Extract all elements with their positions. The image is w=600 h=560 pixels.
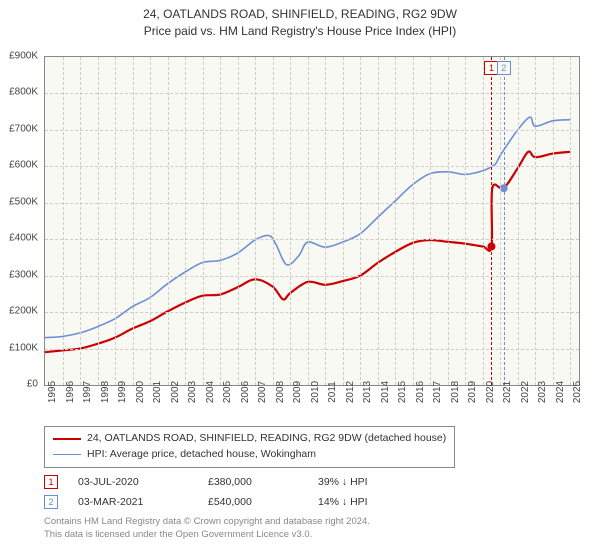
x-tick-label: 2025 bbox=[572, 381, 583, 403]
x-tick-label: 2022 bbox=[520, 381, 531, 403]
x-tick-label: 2014 bbox=[380, 381, 391, 403]
y-tick-label: £200K bbox=[9, 306, 38, 317]
plot-svg bbox=[45, 57, 579, 385]
sale-row-marker: 1 bbox=[44, 475, 58, 489]
y-tick-label: £600K bbox=[9, 160, 38, 171]
x-tick-label: 2019 bbox=[467, 381, 478, 403]
x-tick-label: 2005 bbox=[222, 381, 233, 403]
sale-row: 1 03-JUL-2020£380,00039% ↓ HPI bbox=[44, 472, 428, 492]
x-tick-label: 2020 bbox=[485, 381, 496, 403]
y-tick-label: £400K bbox=[9, 233, 38, 244]
footer-line1: Contains HM Land Registry data © Crown c… bbox=[44, 516, 370, 529]
sale-price: £540,000 bbox=[208, 496, 318, 508]
x-tick-label: 2008 bbox=[275, 381, 286, 403]
legend-label-hpi: HPI: Average price, detached house, Woki… bbox=[87, 447, 316, 463]
title-line2: Price paid vs. HM Land Registry's House … bbox=[0, 23, 600, 40]
y-tick-label: £800K bbox=[9, 87, 38, 98]
footer-line2: This data is licensed under the Open Gov… bbox=[44, 529, 370, 542]
title-line1: 24, OATLANDS ROAD, SHINFIELD, READING, R… bbox=[0, 6, 600, 23]
x-tick-label: 2002 bbox=[170, 381, 181, 403]
sale-date: 03-MAR-2021 bbox=[78, 496, 208, 508]
legend: 24, OATLANDS ROAD, SHINFIELD, READING, R… bbox=[44, 426, 455, 468]
sale-vline-1 bbox=[491, 57, 492, 385]
x-tick-label: 1995 bbox=[47, 381, 58, 403]
x-tick-label: 2004 bbox=[205, 381, 216, 403]
y-tick-label: £300K bbox=[9, 269, 38, 280]
x-tick-label: 2010 bbox=[310, 381, 321, 403]
sale-row: 2 03-MAR-2021£540,00014% ↓ HPI bbox=[44, 492, 428, 512]
y-tick-label: £700K bbox=[9, 123, 38, 134]
x-tick-label: 2023 bbox=[537, 381, 548, 403]
footer: Contains HM Land Registry data © Crown c… bbox=[44, 516, 370, 542]
y-axis-labels: £0£100K£200K£300K£400K£500K£600K£700K£80… bbox=[0, 56, 42, 386]
y-tick-label: £0 bbox=[27, 379, 38, 390]
x-tick-label: 2007 bbox=[257, 381, 268, 403]
sale-date: 03-JUL-2020 bbox=[78, 476, 208, 488]
y-tick-label: £500K bbox=[9, 196, 38, 207]
y-tick-label: £900K bbox=[9, 51, 38, 62]
x-tick-label: 1996 bbox=[65, 381, 76, 403]
y-tick-label: £100K bbox=[9, 342, 38, 353]
chart-area: 12 bbox=[44, 56, 580, 386]
legend-label-property: 24, OATLANDS ROAD, SHINFIELD, READING, R… bbox=[87, 431, 446, 447]
legend-row-hpi: HPI: Average price, detached house, Woki… bbox=[53, 447, 446, 463]
x-tick-label: 1999 bbox=[117, 381, 128, 403]
sale-vline-2 bbox=[504, 57, 505, 385]
x-tick-label: 2015 bbox=[397, 381, 408, 403]
chart-title: 24, OATLANDS ROAD, SHINFIELD, READING, R… bbox=[0, 0, 600, 40]
x-tick-label: 2012 bbox=[345, 381, 356, 403]
x-tick-label: 2021 bbox=[502, 381, 513, 403]
sales-table: 1 03-JUL-2020£380,00039% ↓ HPI 2 03-MAR-202… bbox=[44, 472, 428, 512]
sale-diff: 39% ↓ HPI bbox=[318, 476, 428, 488]
sale-diff: 14% ↓ HPI bbox=[318, 496, 428, 508]
x-tick-label: 2001 bbox=[152, 381, 163, 403]
legend-row-property: 24, OATLANDS ROAD, SHINFIELD, READING, R… bbox=[53, 431, 446, 447]
x-tick-label: 2006 bbox=[240, 381, 251, 403]
x-tick-label: 2016 bbox=[415, 381, 426, 403]
x-tick-label: 1998 bbox=[100, 381, 111, 403]
sale-row-marker: 2 bbox=[44, 495, 58, 509]
x-tick-label: 2003 bbox=[187, 381, 198, 403]
sale-marker-label-2: 2 bbox=[497, 61, 511, 75]
x-axis-labels: 1995199619971998199920002001200220032004… bbox=[44, 388, 580, 426]
x-tick-label: 2013 bbox=[362, 381, 373, 403]
x-tick-label: 2000 bbox=[135, 381, 146, 403]
legend-swatch-property bbox=[53, 438, 81, 440]
x-tick-label: 1997 bbox=[82, 381, 93, 403]
x-tick-label: 2011 bbox=[327, 381, 338, 403]
sale-price: £380,000 bbox=[208, 476, 318, 488]
legend-swatch-hpi bbox=[53, 454, 81, 455]
x-tick-label: 2024 bbox=[555, 381, 566, 403]
x-tick-label: 2018 bbox=[450, 381, 461, 403]
x-tick-label: 2009 bbox=[292, 381, 303, 403]
x-tick-label: 2017 bbox=[432, 381, 443, 403]
